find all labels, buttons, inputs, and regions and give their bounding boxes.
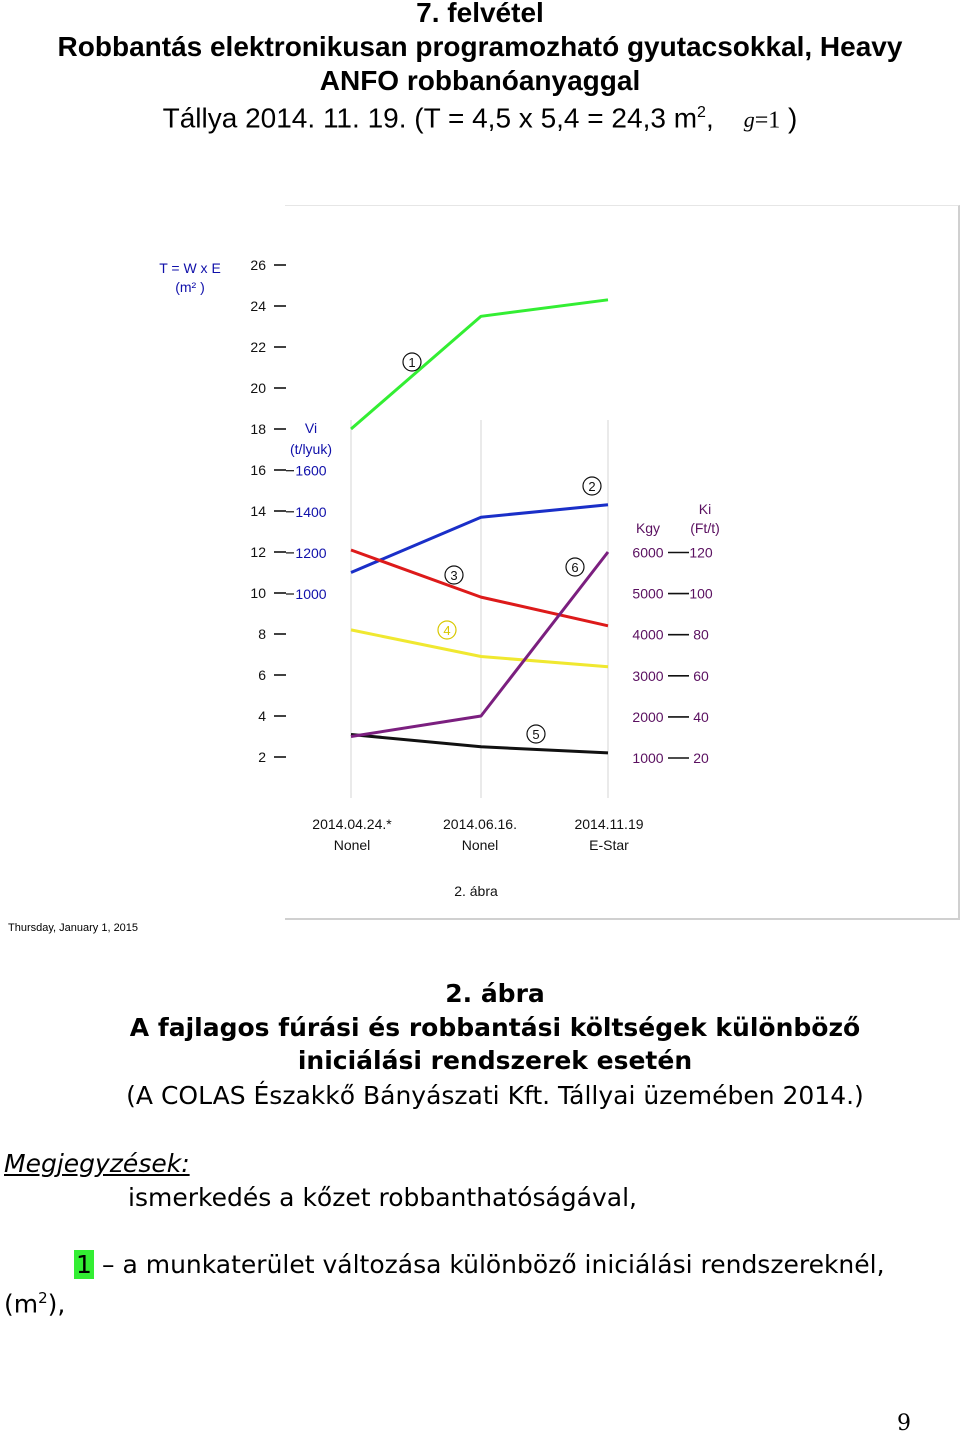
series-marker-label: 4 bbox=[443, 623, 450, 638]
t-axis-tick-label: 14 bbox=[250, 503, 266, 519]
location-and-area: Tállya 2014. 11. 19. (T = 4,5 x 5,4 = 24… bbox=[0, 96, 960, 137]
t-axis-tick-label: 20 bbox=[250, 380, 266, 396]
x-category-sublabel: Nonel bbox=[334, 837, 371, 853]
t-axis-tick-label: 10 bbox=[250, 585, 266, 601]
g-value: =1 bbox=[754, 107, 781, 134]
t-axis-label: T = W x E bbox=[159, 260, 221, 276]
series-line-3 bbox=[350, 548, 609, 628]
blast-description-line1: Robbantás elektronikusan programozható g… bbox=[57, 31, 903, 62]
chart-frame bbox=[285, 205, 960, 920]
vi-axis-tick-label: 1200 bbox=[295, 545, 326, 561]
chart-date: Thursday, January 1, 2015 bbox=[8, 922, 139, 934]
x-category-sublabel: Nonel bbox=[462, 837, 499, 853]
t-axis-tick-label: 8 bbox=[258, 626, 266, 642]
kgy-axis-tick-label: 5000 bbox=[632, 586, 663, 602]
series-line-6 bbox=[350, 551, 610, 738]
series-marker-circle bbox=[565, 557, 585, 577]
kgy-axis-tick-label: 4000 bbox=[632, 627, 663, 643]
kgy-axis-tick-label: 3000 bbox=[632, 668, 663, 684]
series-marker-label: 3 bbox=[450, 568, 457, 583]
series-line-1 bbox=[350, 298, 609, 431]
vi-axis-unit: (t/lyuk) bbox=[290, 441, 332, 457]
series-marker-label: 2 bbox=[588, 479, 595, 494]
figure-caption-source: (A COLAS Északkő Bányászati Kft. Tállyai… bbox=[126, 1081, 864, 1110]
series-marker-circle bbox=[444, 565, 464, 585]
series-marker-label: 1 bbox=[408, 355, 415, 370]
series-marker-label: 6 bbox=[571, 560, 578, 575]
series-line-2 bbox=[350, 503, 609, 574]
t-axis-tick-label: 22 bbox=[250, 339, 266, 355]
ki-axis-tick-label: 20 bbox=[693, 750, 709, 766]
g-symbol: g bbox=[743, 107, 755, 133]
note-line: ismerkedés a kőzet robbanthatóságával, bbox=[128, 1183, 637, 1212]
series-marker-circle bbox=[582, 476, 602, 496]
series-marker-circle bbox=[437, 620, 457, 640]
t-axis-tick-label: 6 bbox=[258, 667, 266, 683]
figure-caption-line2: iniciálási rendszerek esetén bbox=[297, 1046, 693, 1075]
blast-description-line2: ANFO robbanóanyaggal bbox=[319, 65, 641, 96]
ki-axis-label: Ki bbox=[699, 501, 711, 517]
vi-axis-tick-label: 1000 bbox=[295, 586, 326, 602]
ki-axis-unit: (Ft/t) bbox=[690, 520, 720, 536]
ki-axis-tick-label: 120 bbox=[689, 545, 713, 561]
t-axis-tick-label: 4 bbox=[258, 708, 266, 724]
vi-axis-tick-label: 1400 bbox=[295, 504, 326, 520]
ki-axis-tick-label: 40 bbox=[693, 709, 709, 725]
t-axis-tick-label: 18 bbox=[250, 421, 266, 437]
highlighted-marker: 1 bbox=[74, 1250, 94, 1279]
unit-suffix: ), bbox=[47, 1289, 66, 1319]
kgy-axis-tick-label: 6000 bbox=[632, 545, 663, 561]
t-axis-tick-label: 16 bbox=[250, 462, 266, 478]
ki-axis-tick-label: 100 bbox=[689, 586, 713, 602]
series-marker-circle bbox=[402, 352, 422, 372]
location-close-paren: ) bbox=[780, 102, 798, 134]
kgy-axis-label: Kgy bbox=[636, 520, 660, 536]
chart-footnote: 2. ábra bbox=[454, 883, 498, 899]
area-unit-exponent: 2 bbox=[697, 104, 706, 121]
t-axis-unit: (m² ) bbox=[175, 279, 205, 295]
unit-exponent: 2 bbox=[38, 1289, 48, 1307]
page-number: 9 bbox=[897, 1411, 911, 1436]
kgy-axis-tick-label: 2000 bbox=[632, 709, 663, 725]
series-marker-label: 5 bbox=[532, 727, 539, 742]
series-line-4 bbox=[350, 628, 609, 669]
t-axis-tick-label: 2 bbox=[258, 749, 266, 765]
location-text: Tállya 2014. 11. 19. (T = 4,5 x 5,4 = 24… bbox=[162, 102, 698, 134]
vi-axis-tick-label: 1600 bbox=[295, 463, 326, 479]
series-line-5 bbox=[350, 733, 609, 755]
x-category-label: 2014.04.24.* bbox=[312, 816, 392, 832]
figure-caption-line1: A fajlagos fúrási és robbantási költsége… bbox=[129, 1013, 861, 1042]
location-comma: , bbox=[705, 102, 714, 134]
note-item-text: – a munkaterület változása különböző ini… bbox=[102, 1250, 885, 1279]
ki-axis-tick-label: 80 bbox=[693, 627, 709, 643]
note-item-marker: 1 bbox=[74, 1250, 94, 1280]
kgy-axis-tick-label: 1000 bbox=[632, 750, 663, 766]
unit-prefix: (m bbox=[4, 1289, 39, 1319]
series-marker-circle bbox=[526, 724, 546, 744]
x-category-label: 2014.06.16. bbox=[443, 816, 517, 832]
notes-heading: Megjegyzések: bbox=[4, 1149, 190, 1178]
ki-axis-tick-label: 60 bbox=[693, 668, 709, 684]
figure-number: 2. ábra bbox=[445, 979, 545, 1008]
recording-title: 7. felvétel bbox=[416, 0, 544, 28]
t-axis-tick-label: 26 bbox=[250, 257, 266, 273]
t-axis-tick-label: 12 bbox=[250, 544, 266, 560]
note-item-unit: (m2), bbox=[4, 1283, 65, 1319]
x-category-label: 2014.11.19 bbox=[574, 816, 643, 832]
t-axis-tick-label: 24 bbox=[250, 298, 266, 314]
vi-axis-label: Vi bbox=[305, 420, 317, 436]
x-category-sublabel: E-Star bbox=[589, 837, 629, 853]
